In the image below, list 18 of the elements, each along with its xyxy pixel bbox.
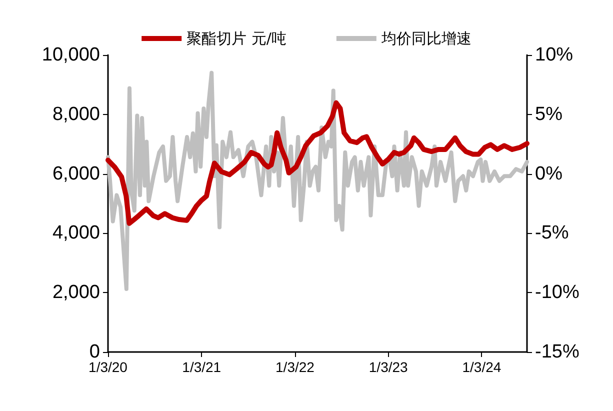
x-tick-label: 1/3/23 xyxy=(368,359,408,375)
y2-tick-label: -5% xyxy=(535,222,569,244)
y2-tick-label: -10% xyxy=(535,282,580,304)
y2-tick-label: 5% xyxy=(535,104,563,125)
line-series xyxy=(106,70,529,292)
y2-tick-label: 0% xyxy=(535,163,563,184)
y-tick-label: 2,000 xyxy=(52,282,100,304)
y-tick-label: 10,000 xyxy=(42,44,100,66)
legend-label: 均价同比增速 xyxy=(380,30,472,48)
x-tick-label: 1/3/21 xyxy=(182,359,222,375)
y2-tick-label: 10% xyxy=(535,44,574,66)
y-tick-label: 8,000 xyxy=(52,104,100,125)
legend-label: 聚酯切片 元/吨 xyxy=(186,30,286,48)
y-tick-label: 4,000 xyxy=(52,222,100,244)
x-tick-label: 1/3/24 xyxy=(462,359,502,375)
x-tick-label: 1/3/22 xyxy=(276,359,315,375)
y-tick-label: 6,000 xyxy=(52,163,100,184)
y2-tick-label: -15% xyxy=(535,342,580,362)
